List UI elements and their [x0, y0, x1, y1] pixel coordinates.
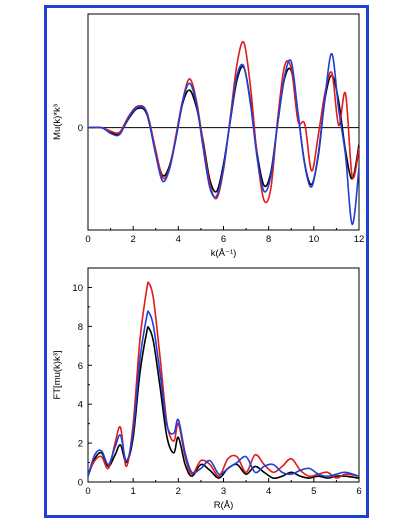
chi-k-x-tick-label: 8	[266, 234, 271, 245]
ft-r-y-tick-label: 10	[72, 283, 83, 294]
ft-r-y-tick-label: 8	[78, 322, 83, 333]
ft-r-x-tick-label: 6	[356, 486, 361, 497]
ft-r-x-tick-label: 2	[176, 486, 181, 497]
ft-r-x-tick-label: 5	[311, 486, 316, 497]
ft-r-y-tick-label: 6	[78, 361, 83, 372]
ft-r-x-tick-label: 0	[85, 486, 90, 497]
ft-r-x-tick-label: 3	[221, 486, 226, 497]
chi-k-y-tick-label: 0	[78, 123, 83, 134]
chi-k-x-tick-label: 2	[131, 234, 136, 245]
chi-k-x-tick-label: 0	[85, 234, 90, 245]
chi-k-series-red	[88, 40, 359, 204]
ft-r-y-tick-label: 0	[78, 478, 83, 489]
ft-r-series-red	[88, 281, 359, 479]
chi-k-x-tick-label: 4	[176, 234, 181, 245]
ft-r-x-axis-title: R(Å)	[214, 500, 234, 511]
chi-k-series-blue	[88, 52, 359, 226]
chi-k-x-tick-label: 10	[309, 234, 320, 245]
ft-r-plot-frame	[87, 267, 360, 483]
ft-r-y-axis-title: FT[mu(k)k³]	[52, 350, 63, 399]
chi-k-x-axis-title: k(Å⁻¹)	[211, 248, 237, 259]
ft-r-y-tick-label: 4	[78, 400, 83, 411]
chi-k-x-tick-label: 6	[221, 234, 226, 245]
chi-k-y-axis-title: Mu(k)*k³	[52, 104, 63, 140]
ft-r-series-blue	[88, 310, 359, 478]
figure-frame	[44, 5, 369, 518]
ft-r-x-tick-label: 4	[266, 486, 271, 497]
chi-k-x-tick-label: 12	[354, 234, 365, 245]
chi-k-plot-frame	[87, 13, 360, 231]
ft-r-y-tick-label: 2	[78, 439, 83, 450]
ft-r-x-tick-label: 1	[131, 486, 136, 497]
corner-mark	[370, 514, 404, 532]
